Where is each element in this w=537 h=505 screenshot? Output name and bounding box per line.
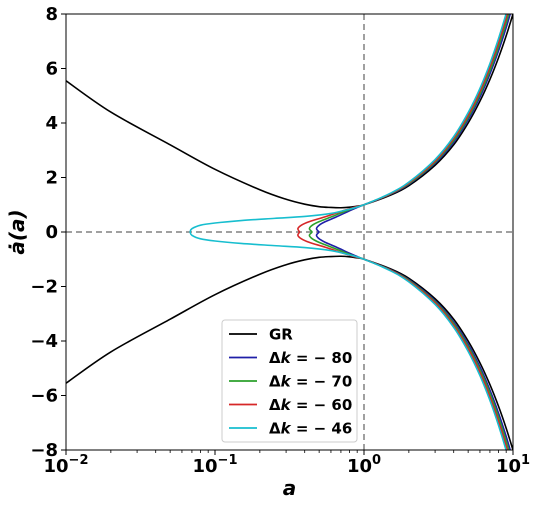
y-tick-label: 8 bbox=[45, 4, 58, 25]
y-tick-label: −8 bbox=[30, 440, 58, 461]
y-tick-label: 4 bbox=[45, 113, 58, 134]
x-tick-label: 10−1 bbox=[192, 453, 237, 477]
x-tick-label: 10−2 bbox=[43, 453, 88, 477]
x-axis-label: a bbox=[283, 476, 297, 500]
y-axis-label: ȧ(a) bbox=[5, 209, 29, 254]
y-tick-label: −2 bbox=[30, 277, 58, 298]
legend-box bbox=[221, 319, 358, 443]
x-tick-label: 101 bbox=[496, 453, 530, 477]
legend-label: Δk = − 80 bbox=[269, 349, 352, 367]
y-tick-label: −6 bbox=[30, 386, 58, 407]
legend-label: Δk = − 70 bbox=[269, 373, 352, 391]
legend-label: GR bbox=[269, 326, 293, 344]
x-tick-label: 100 bbox=[347, 453, 381, 477]
series-line-4-upper bbox=[189, 14, 507, 233]
legend-label: Δk = − 60 bbox=[269, 396, 352, 414]
y-tick-label: 0 bbox=[45, 222, 58, 243]
series-line-4-lower bbox=[189, 231, 507, 450]
y-tick-label: 2 bbox=[45, 168, 58, 189]
legend-label: Δk = − 46 bbox=[269, 420, 352, 438]
y-tick-label: 6 bbox=[45, 59, 58, 80]
y-tick-label: −4 bbox=[30, 331, 58, 352]
legend: GR Δk = − 80 Δk = − 70 Δk = − 60 Δk = − 46 bbox=[221, 319, 358, 443]
